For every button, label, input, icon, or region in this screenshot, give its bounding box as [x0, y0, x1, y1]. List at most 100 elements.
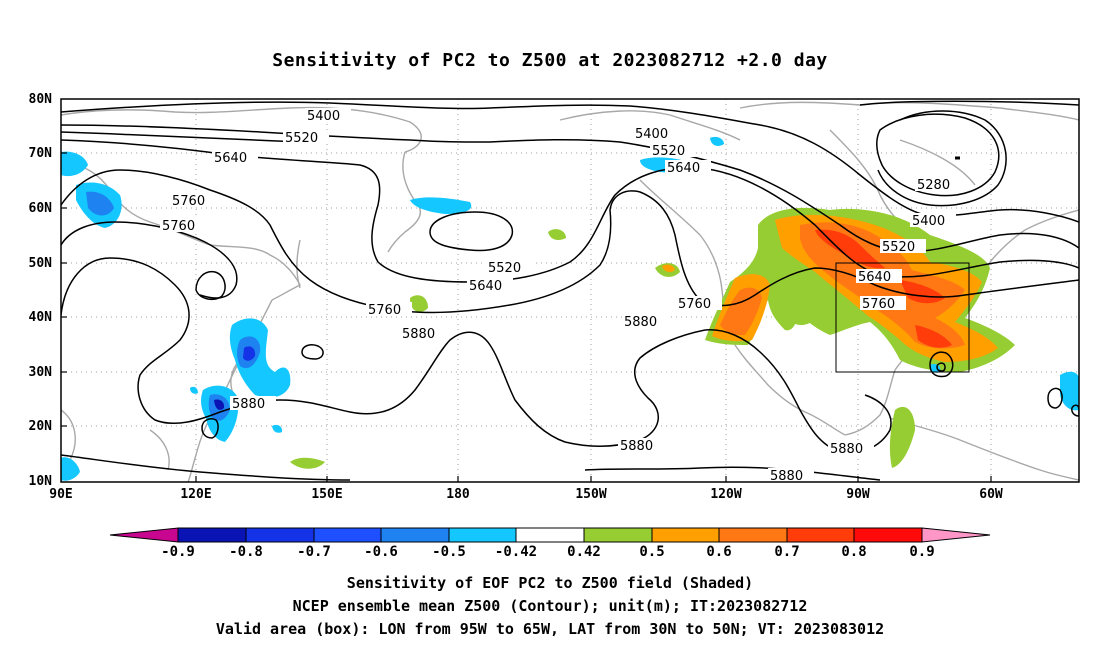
sensitivity-band-minus-0.5	[86, 191, 114, 216]
footer-line-contour: NCEP ensemble mean Z500 (Contour); unit(…	[292, 597, 808, 615]
colorbar	[109, 527, 991, 543]
colorbar-label: 0.7	[774, 544, 800, 560]
contour-label: 5400	[307, 109, 340, 124]
lon-label-60w: 60W	[979, 487, 1003, 502]
colorbar-label: -0.9	[161, 544, 195, 560]
lat-label-60n: 60N	[28, 201, 52, 216]
colorbar-label: 0.9	[909, 544, 935, 560]
colorbar-swatch	[718, 527, 788, 543]
colorbar-label: -0.7	[297, 544, 331, 560]
tick-marks	[61, 152, 992, 482]
sensitivity-negative-region	[710, 136, 724, 146]
footer-line-shading: Sensitivity of EOF PC2 to Z500 field (Sh…	[346, 574, 754, 592]
lat-label-10n: 10N	[28, 474, 52, 489]
lon-label-150e: 150E	[311, 487, 343, 502]
sensitivity-positive-small	[290, 457, 325, 469]
contour-label: 5520	[882, 240, 915, 255]
colorbar-min-arrow	[109, 527, 179, 543]
colorbar-swatch	[515, 527, 585, 543]
contour-label: 5400	[635, 127, 668, 142]
lon-label-150w: 150W	[575, 487, 607, 502]
colorbar-swatch	[245, 527, 315, 543]
colorbar-swatch	[380, 527, 450, 543]
colorbar-swatch	[651, 527, 720, 543]
colorbar-label: 0.42	[567, 544, 601, 560]
colorbar-label: -0.6	[364, 544, 398, 560]
contour-label: 5280	[917, 178, 950, 193]
contour-label: 5760	[862, 297, 895, 312]
contour-label: 5760	[162, 219, 195, 234]
colorbar-swatch	[313, 527, 382, 543]
sensitivity-band-0.7	[720, 287, 762, 336]
sensitivity-band-0.7	[800, 222, 965, 349]
sensitivity-band-minus-0.7	[243, 346, 256, 361]
sensitivity-positive-small	[889, 406, 915, 468]
lat-label-70n: 70N	[28, 146, 52, 161]
contour-5520-west	[61, 131, 301, 143]
contour-5760-west	[61, 221, 238, 299]
contour-label: 5880	[624, 315, 657, 330]
contour-closed-low	[429, 211, 514, 252]
contour-label: 5880	[830, 442, 863, 457]
sensitivity-positive-small	[792, 298, 818, 326]
contour-5520	[61, 124, 1079, 253]
contour-5280	[876, 113, 1000, 197]
colorbar-label: 0.6	[706, 544, 732, 560]
contour-closed-high	[301, 344, 324, 360]
contour-ring	[877, 110, 1007, 207]
contour-label: 5520	[488, 261, 521, 276]
lat-label-80n: 80N	[28, 92, 52, 107]
colorbar-swatch	[177, 527, 247, 543]
contour-label: 5640	[858, 270, 891, 285]
sensitivity-negative-region	[272, 424, 283, 433]
contour-closed-low	[1071, 404, 1079, 417]
footer-line-valid-area: Valid area (box): LON from 95W to 65W, L…	[215, 620, 885, 638]
contour-label: 5760	[678, 297, 711, 312]
contour-label: 5520	[285, 131, 318, 146]
sensitivity-negative-region	[190, 386, 198, 394]
sensitivity-positive-small	[548, 229, 566, 240]
contour-5880-east	[704, 329, 892, 454]
lat-label-50n: 50N	[28, 256, 52, 271]
contour-5400-east	[859, 100, 1079, 106]
contour-5400	[61, 101, 1079, 223]
contour-closed-high	[201, 418, 219, 439]
lat-label-20n: 20N	[28, 419, 52, 434]
colorbar-label: 0.8	[841, 544, 867, 560]
sensitivity-band-0.8	[815, 229, 885, 269]
lat-label-30n: 30N	[28, 365, 52, 380]
colorbar-swatch	[853, 527, 923, 543]
contour-label: 5520	[652, 144, 685, 159]
lon-label-90w: 90W	[846, 487, 870, 502]
sensitivity-negative-region	[61, 457, 80, 481]
contour-closed-high	[195, 270, 226, 301]
contour-label: 5400	[912, 214, 945, 229]
contour-label: 5760	[172, 194, 205, 209]
contour-5880	[61, 257, 706, 448]
colorbar-label: -0.42	[494, 544, 538, 560]
sensitivity-positive-small	[410, 295, 428, 313]
contour-5880-low	[584, 466, 881, 481]
colorbar-swatch	[583, 527, 653, 543]
contour-label: 5640	[469, 279, 502, 294]
map-frame	[60, 98, 1080, 483]
contour-label: 5880	[402, 327, 435, 342]
contour-closed-low	[936, 362, 946, 372]
sensitivity-band-0.6	[662, 264, 675, 273]
sensitivity-negative-region	[61, 151, 88, 177]
colorbar-label: -0.5	[432, 544, 466, 560]
lat-label-40n: 40N	[28, 310, 52, 325]
sensitivity-negative-region	[1060, 371, 1079, 411]
contour-closed-low	[929, 351, 954, 378]
lon-label-180: 180	[446, 487, 470, 502]
sensitivity-negative-region	[410, 197, 472, 214]
contour-5760	[61, 169, 1079, 314]
contour-label: 5760	[368, 303, 401, 318]
colorbar-swatch	[786, 527, 855, 543]
sensitivity-band-0.8	[915, 325, 952, 348]
chart-title: Sensitivity of PC2 to Z500 at 2023082712…	[272, 50, 828, 71]
contour-label: 5640	[667, 161, 700, 176]
lon-label-120w: 120W	[710, 487, 742, 502]
colorbar-label: -0.8	[229, 544, 263, 560]
